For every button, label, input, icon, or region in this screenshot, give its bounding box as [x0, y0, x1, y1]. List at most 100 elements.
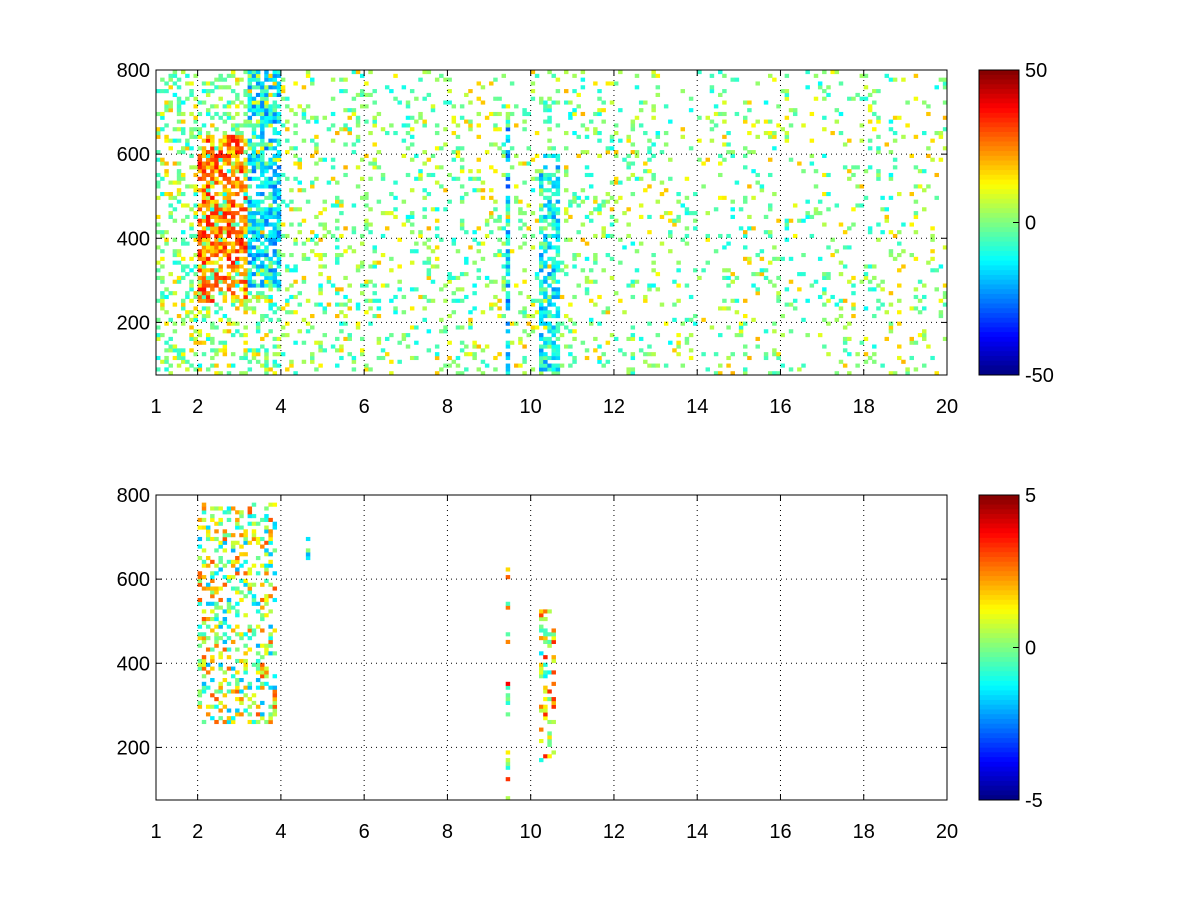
heatmap-cell — [264, 298, 269, 303]
heatmap-cell — [505, 237, 511, 242]
heatmap-cell — [547, 127, 552, 132]
heatmap-cell — [539, 727, 544, 732]
heatmap-cell — [164, 138, 169, 143]
heatmap-cell — [526, 161, 531, 166]
heatmap-cell — [201, 352, 207, 357]
heatmap-cell — [185, 367, 190, 372]
heatmap-cell — [301, 279, 307, 284]
heatmap-cell — [264, 146, 269, 151]
heatmap-cell — [230, 666, 236, 671]
heatmap-cell — [264, 233, 269, 239]
heatmap-cell — [222, 245, 228, 250]
heatmap-cell — [305, 237, 311, 242]
heatmap-cell — [264, 514, 269, 519]
heatmap-cell — [526, 294, 531, 300]
heatmap-cell — [722, 275, 727, 280]
heatmap-cell — [276, 89, 282, 94]
heatmap-cell — [555, 260, 561, 265]
heatmap-cell — [164, 348, 169, 353]
heatmap-cell — [189, 325, 194, 330]
heatmap-cell — [547, 340, 552, 345]
heatmap-cell — [655, 73, 661, 78]
heatmap-cell — [218, 517, 223, 522]
heatmap-cell — [230, 548, 236, 553]
heatmap-cell — [493, 207, 498, 212]
heatmap-cell — [368, 306, 373, 311]
heatmap-cell — [301, 340, 307, 345]
heatmap-cell — [518, 207, 523, 212]
heatmap-cell — [201, 245, 207, 250]
heatmap-cell — [938, 131, 944, 136]
heatmap-cell — [260, 536, 265, 542]
heatmap-cell — [185, 241, 190, 246]
heatmap-cell — [434, 352, 440, 357]
heatmap-cell — [264, 275, 269, 280]
heatmap-cell — [264, 176, 269, 181]
heatmap-cell — [672, 279, 677, 284]
heatmap-cell — [272, 268, 278, 273]
heatmap-cell — [193, 253, 198, 258]
heatmap-cell — [688, 211, 694, 216]
heatmap-cell — [226, 146, 232, 151]
heatmap-cell — [563, 131, 569, 136]
heatmap-cell — [505, 184, 511, 189]
heatmap-cell — [255, 662, 261, 667]
heatmap-cell — [197, 624, 203, 629]
heatmap-cell — [380, 172, 386, 178]
heatmap-cell — [892, 77, 898, 82]
heatmap-cell — [226, 363, 232, 368]
heatmap-cell — [255, 134, 261, 139]
heatmap-cell — [260, 314, 265, 319]
heatmap-cell — [247, 510, 253, 515]
heatmap-cell — [422, 96, 427, 101]
heatmap-cell — [576, 283, 581, 288]
heatmap-cell — [210, 146, 215, 151]
heatmap-cell — [472, 306, 477, 311]
heatmap-cell — [293, 310, 298, 315]
heatmap-cell — [255, 352, 261, 357]
heatmap-cell — [251, 150, 257, 155]
heatmap-cell — [214, 77, 219, 82]
heatmap-cell — [268, 719, 273, 725]
heatmap-cell — [867, 264, 873, 269]
heatmap-cell — [210, 536, 215, 542]
heatmap-cell — [505, 199, 511, 204]
heatmap-cell — [260, 613, 265, 618]
heatmap-cell — [551, 628, 556, 633]
heatmap-cell — [330, 157, 336, 162]
heatmap-cell — [205, 685, 211, 690]
heatmap-cell — [380, 355, 386, 361]
heatmap-cell — [439, 329, 444, 334]
heatmap-cell — [251, 310, 257, 315]
colorbar-segment — [979, 495, 1019, 501]
heatmap-cell — [626, 371, 631, 376]
heatmap-cell — [913, 96, 919, 101]
heatmap-cell — [489, 165, 494, 170]
heatmap-cell — [297, 161, 303, 166]
heatmap-cell — [359, 291, 365, 296]
heatmap-cell — [522, 344, 527, 349]
heatmap-cell — [555, 279, 561, 284]
heatmap-cell — [247, 104, 253, 109]
heatmap-cell — [647, 169, 652, 174]
heatmap-cell — [909, 222, 914, 227]
heatmap-cell — [451, 115, 457, 120]
heatmap-cell — [205, 314, 211, 319]
heatmap-cell — [172, 237, 178, 242]
heatmap-cell — [218, 655, 223, 660]
heatmap-cell — [201, 172, 207, 178]
heatmap-cell — [226, 287, 232, 292]
heatmap-cell — [264, 108, 269, 113]
heatmap-cell — [222, 134, 228, 139]
heatmap-cell — [647, 157, 652, 162]
heatmap-cell — [230, 138, 236, 143]
heatmap-cell — [539, 624, 544, 629]
heatmap-cell — [260, 605, 265, 610]
heatmap-cell — [455, 150, 461, 155]
heatmap-cell — [539, 306, 544, 311]
heatmap-cell — [409, 214, 415, 219]
colorbar-segment — [979, 360, 1019, 366]
heatmap-cell — [226, 624, 232, 629]
heatmap-cell — [601, 100, 606, 105]
heatmap-cell — [239, 302, 244, 307]
